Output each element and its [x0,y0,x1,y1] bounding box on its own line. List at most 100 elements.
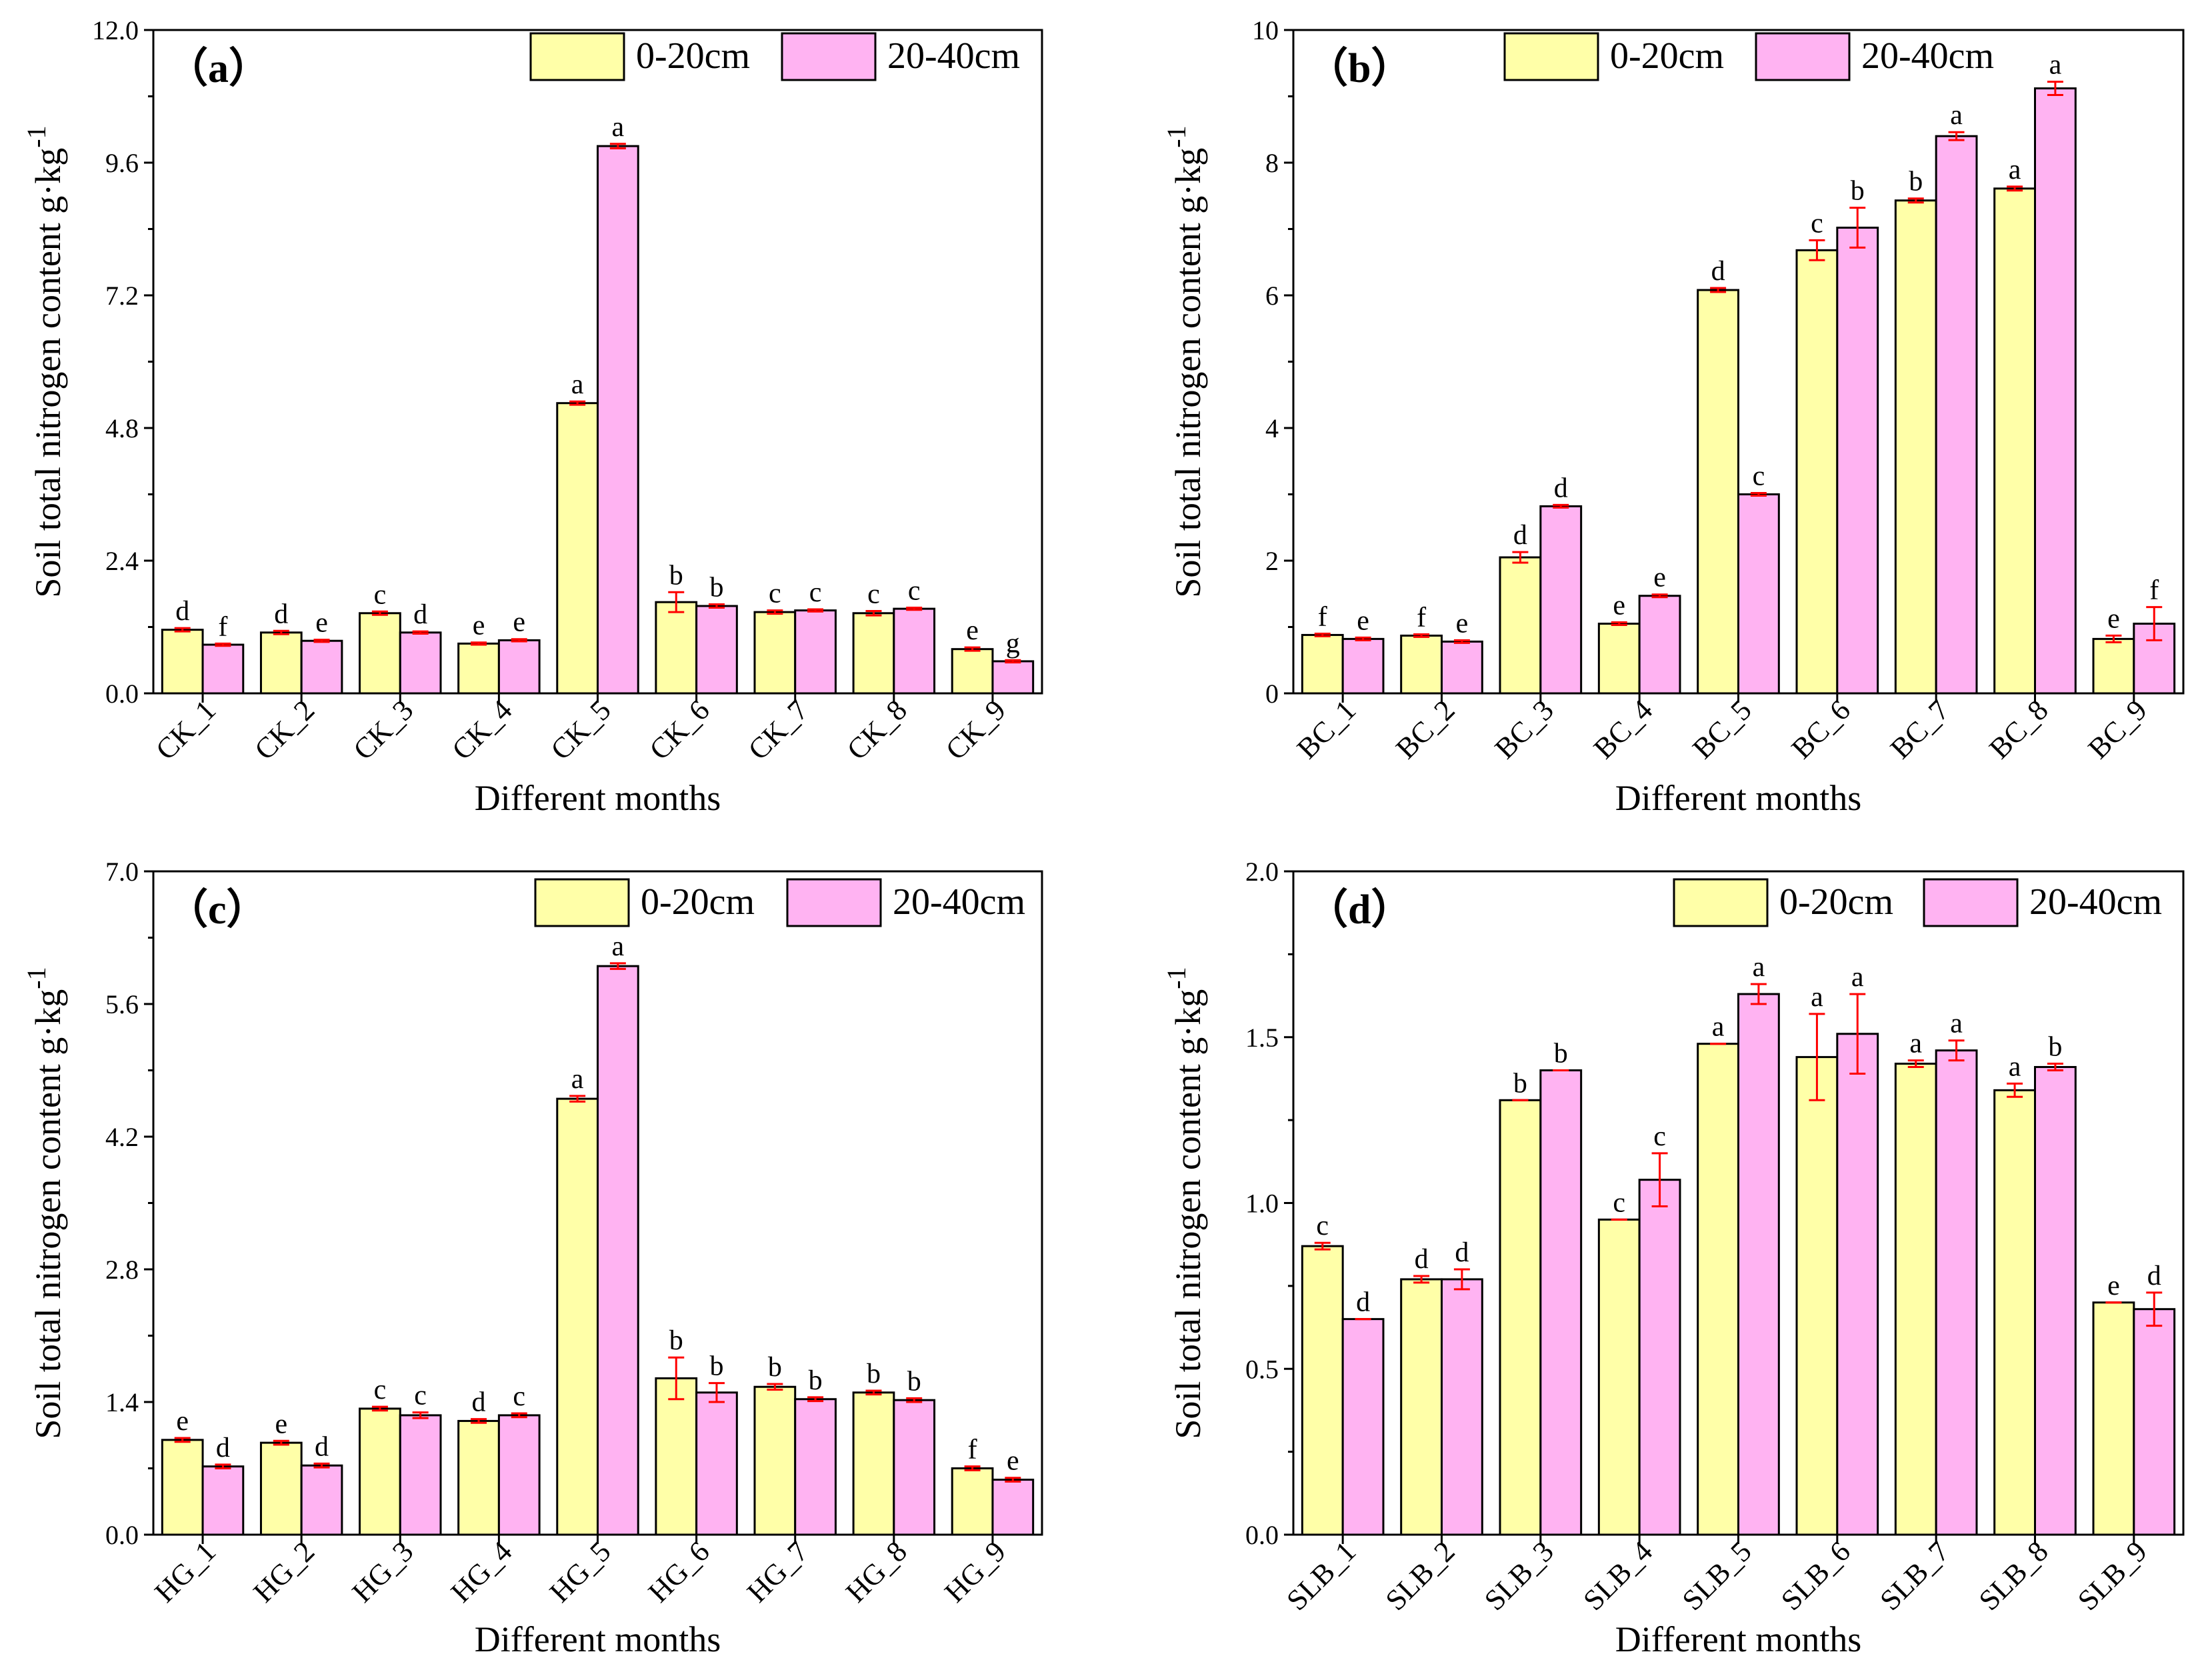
bar-0-20cm [1301,633,1344,695]
significance-letter: c [1753,461,1765,492]
bar-20-40cm [1737,493,1780,695]
legend-label: 20-40cm [887,35,1020,77]
y-tick-label: 0.5 [1245,1354,1279,1384]
bar-0-20cm [1894,1063,1937,1536]
y-axis-title-text: Soil total nitrogen content g·kg [1168,148,1208,598]
legend-swatch-20-40cm [1755,32,1851,81]
bar-0-20cm [1301,1245,1344,1536]
x-tick-label: SLB_2 [1379,1535,1461,1617]
legend-label: 0-20cm [641,881,755,923]
y-tick-label: 5.6 [105,989,139,1019]
y-tick-label: 12.0 [92,15,139,45]
significance-letter: e [1613,591,1625,621]
significance-letter: f [218,611,227,642]
y-tick-label: 7.0 [105,857,139,887]
bar-0-20cm [457,642,500,695]
bar-0-20cm [753,1385,797,1536]
y-axis-title-superscript: -1 [21,967,51,989]
legend-label: 20-40cm [893,881,1025,923]
significance-letter: e [513,607,525,638]
bar-0-20cm [1697,1043,1740,1536]
bar-20-40cm [597,145,639,695]
significance-letter: e [966,615,979,646]
bar-0-20cm [161,1439,204,1536]
y-axis-title-superscript: -1 [1161,967,1191,989]
bar-0-20cm [1697,289,1740,695]
legend-label: 0-20cm [1610,35,1724,77]
bar-20-40cm [300,1464,343,1536]
significance-letter: d [216,1433,230,1463]
y-tick-label: 2.4 [105,546,139,576]
bar-20-40cm [991,660,1035,695]
significance-letter: c [374,1375,387,1405]
y-tick-label: 4 [1265,413,1279,443]
bar-20-40cm [1638,595,1681,695]
y-axis-title: Soil total nitrogen content g·kg-1 [1161,967,1208,1439]
bar-20-40cm [1539,505,1583,695]
bar-20-40cm [1341,637,1385,695]
significance-letter: b [709,1351,723,1382]
y-axis-title: Soil total nitrogen content g·kg-1 [21,125,68,597]
y-axis-title-text: Soil total nitrogen content g·kg [28,148,68,598]
significance-letter: a [1712,1012,1725,1043]
significance-letter: c [374,579,387,610]
x-tick-label: SLB_9 [2071,1535,2153,1617]
y-tick-label: 2 [1265,546,1279,576]
bar-20-40cm [597,965,639,1536]
bar-0-20cm [1993,187,2037,695]
significance-letter: a [571,369,584,400]
significance-letter: c [809,577,822,608]
bar-20-40cm [1836,227,1879,695]
x-axis-title: Different months [1615,1619,1861,1659]
significance-letter: d [175,596,189,627]
y-tick-label: 8 [1265,148,1279,178]
bar-20-40cm [201,1465,245,1536]
legend-label: 20-40cm [1861,35,1994,77]
significance-letter: c [1811,208,1823,239]
y-tick-label: 0 [1265,679,1279,709]
bar-20-40cm [695,1391,738,1536]
bar-20-40cm [991,1479,1035,1536]
bar-20-40cm [1638,1179,1681,1536]
panel-label: （a） [167,45,270,91]
significance-letter: d [1415,1244,1429,1275]
bar-0-20cm [852,612,895,695]
bar-20-40cm [1935,1049,1978,1536]
x-tick-label: CK_2 [248,693,321,766]
x-tick-label: HG_9 [938,1535,1012,1609]
y-axis-title-superscript: -1 [21,125,51,147]
x-tick-label: BC_7 [1884,693,1955,765]
x-tick-label: CK_8 [841,693,913,766]
legend-swatch-20-40cm [786,878,882,927]
bar-20-40cm [794,1398,837,1536]
significance-letter: d [413,599,427,630]
significance-letter: f [1417,602,1426,633]
significance-letter: c [769,579,781,609]
y-tick-label: 1.0 [1245,1189,1279,1219]
x-tick-label: BC_5 [1686,693,1757,765]
panel-label: （b） [1307,45,1412,91]
x-tick-label: BC_4 [1587,693,1659,765]
legend-label: 0-20cm [636,35,750,77]
bar-0-20cm [951,1467,994,1536]
legend-swatch-0-20cm [1503,32,1599,81]
significance-letter: a [2009,1051,2021,1082]
bar-0-20cm [1993,1089,2037,1536]
panel-label: （d） [1307,886,1412,933]
bar-0-20cm [1499,556,1542,695]
bar-20-40cm [1935,135,1978,695]
significance-letter: a [612,931,625,962]
bar-20-40cm [201,643,245,695]
significance-letter: c [1653,1121,1666,1152]
bar-0-20cm [1894,199,1937,695]
x-tick-label: BC_3 [1489,693,1560,765]
y-axis-title-text: Soil total nitrogen content g·kg [1168,989,1208,1439]
x-tick-label: SLB_4 [1577,1535,1659,1617]
y-tick-label: 1.4 [105,1387,139,1417]
significance-letter: f [1318,601,1327,632]
x-tick-label: CK_7 [742,693,815,766]
bar-20-40cm [794,609,837,695]
bar-20-40cm [1341,1318,1385,1536]
